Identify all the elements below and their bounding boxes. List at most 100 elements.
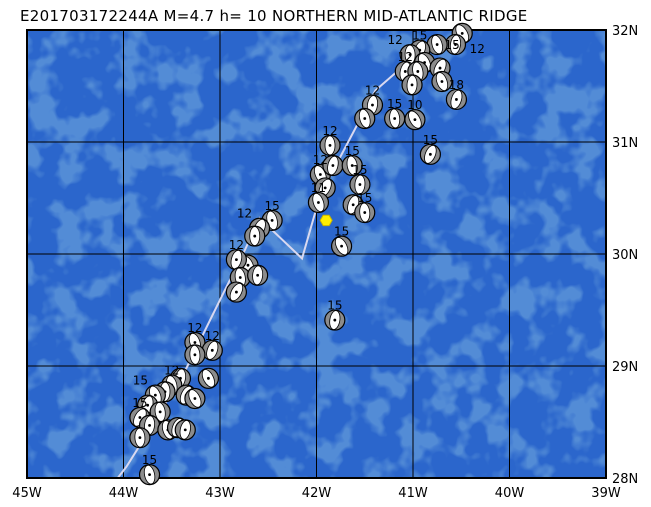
graticule — [27, 30, 606, 478]
depth-label: 12 — [398, 50, 413, 64]
beachball-center — [138, 416, 142, 419]
beachball-center — [454, 43, 457, 46]
depth-label: 11 — [311, 181, 326, 195]
depth-label: 12 — [365, 84, 380, 98]
lat-tick-label: 30N — [612, 248, 638, 263]
beachball-center — [253, 234, 257, 238]
depth-label: 15 — [423, 133, 438, 147]
beachball — [444, 33, 467, 56]
beachball-center — [238, 276, 242, 279]
beachball-center — [158, 410, 162, 414]
beachball-center — [323, 186, 327, 190]
beachball — [445, 88, 468, 111]
beachball-center — [416, 70, 420, 73]
beachball-center — [455, 98, 458, 101]
beachball-center — [235, 290, 238, 294]
beachball-center — [350, 164, 354, 167]
lon-tick-label: 43W — [205, 486, 235, 501]
axis-labels: 45W 44W 43W 42W 41W 40W 39W 32N 31N 30N 29N 28N — [12, 24, 638, 501]
beachball-center — [351, 203, 355, 207]
depth-label: 18 — [449, 78, 464, 92]
beachball-center — [317, 201, 320, 204]
beachball — [426, 33, 448, 56]
beachball-center — [363, 117, 367, 120]
beachball — [244, 225, 266, 247]
depth-label: 12 — [387, 33, 402, 47]
beachball-center — [193, 353, 197, 357]
beachball-center — [183, 428, 187, 432]
beachball-center — [328, 143, 332, 147]
lat-tick-label: 32N — [612, 24, 638, 39]
depth-label: 12 — [313, 153, 328, 167]
lon-tick-label: 42W — [302, 486, 332, 501]
depth-label: 15 — [327, 299, 342, 313]
beachball-center — [256, 273, 260, 277]
map-title: E201703172244A M=4.7 h= 10 NORTHERN MID-… — [20, 7, 528, 25]
beachball-center — [408, 53, 412, 57]
beachball-center — [333, 318, 337, 322]
depth-label: 12 — [229, 238, 244, 252]
beachball — [324, 309, 346, 331]
beachball-center — [403, 70, 407, 73]
beachball — [341, 154, 363, 177]
beachball-center — [148, 473, 151, 477]
beachball — [247, 264, 269, 286]
lon-tick-label: 44W — [109, 486, 139, 501]
beachball — [225, 281, 248, 303]
depth-label: 15 — [132, 396, 147, 410]
depth-label: 12 — [237, 207, 252, 221]
beachball-center — [210, 348, 214, 352]
beachball — [319, 134, 341, 156]
beachball — [401, 74, 423, 96]
beachball-center — [428, 152, 432, 156]
depth-label: 12 — [322, 124, 337, 138]
depth-label: 15 — [334, 225, 349, 239]
beachball-center — [235, 258, 238, 261]
depth-label: 15 — [352, 163, 367, 177]
lat-tick-label: 31N — [612, 136, 638, 151]
beachball — [431, 70, 453, 93]
beachball-center — [138, 436, 142, 440]
beachball — [404, 108, 426, 131]
depth-label: 12 — [164, 364, 179, 378]
depth-label: 15 — [412, 29, 427, 43]
lat-tick-label: 29N — [612, 360, 638, 375]
depth-label: 15 — [444, 38, 459, 52]
lat-tick-label: 28N — [612, 472, 638, 487]
beachball-center — [460, 31, 464, 35]
depth-label: 15 — [264, 199, 279, 213]
beachball-center — [270, 219, 274, 222]
beachball — [384, 107, 406, 130]
lon-tick-label: 45W — [12, 486, 42, 501]
lon-tick-label: 39W — [591, 486, 621, 501]
beachball — [184, 344, 206, 366]
beachball-layer — [129, 22, 473, 486]
beachball-center — [363, 211, 367, 214]
beachball — [201, 339, 223, 361]
beachball — [419, 143, 441, 165]
beachball — [174, 419, 196, 441]
beachball-center — [148, 423, 151, 427]
beachball — [330, 235, 353, 257]
lon-tick-label: 41W — [398, 486, 428, 501]
beachball — [307, 191, 330, 214]
beachball-center — [410, 83, 414, 87]
depth-label: 12 — [205, 329, 220, 343]
beachball-center — [318, 173, 322, 176]
beachball — [322, 154, 344, 177]
beachball — [138, 464, 161, 486]
beachball-center — [193, 341, 197, 344]
beachball-center — [340, 244, 343, 248]
beachball-center — [246, 263, 250, 267]
beachball-center — [146, 403, 150, 407]
depth-label: 15 — [345, 144, 360, 158]
beachball — [184, 387, 206, 410]
beachball-center — [440, 80, 444, 83]
beachball — [197, 367, 220, 389]
map-frame — [26, 29, 607, 479]
depth-label: 15 — [133, 374, 148, 388]
beachball-center — [438, 66, 442, 70]
beachball — [349, 173, 371, 196]
